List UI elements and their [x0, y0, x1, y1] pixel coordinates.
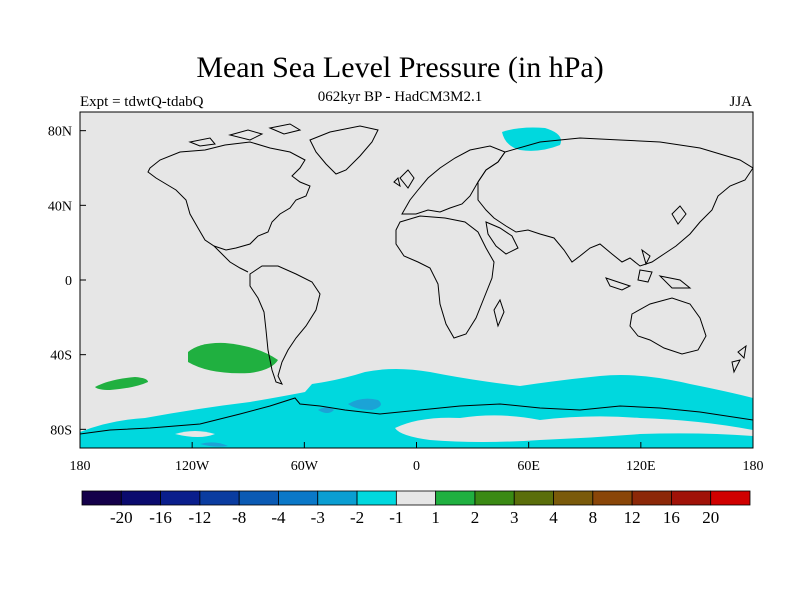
- blue-patch-3: [200, 442, 228, 447]
- colorbar-label: -8: [232, 508, 246, 527]
- colorbar-swatch: [631, 490, 672, 506]
- x-tick-label: 60W: [291, 459, 319, 474]
- colorbar-swatch: [81, 490, 122, 506]
- coast-south-america: [249, 265, 321, 385]
- colorbar-swatch: [199, 490, 240, 506]
- colorbar-label: -20: [110, 508, 133, 527]
- colorbar-label: -4: [271, 508, 286, 527]
- colorbar-swatch: [435, 490, 476, 506]
- coast-asia: [477, 137, 753, 267]
- colorbar-swatch: [278, 490, 319, 506]
- season-label: JJA: [729, 94, 752, 110]
- colorbar-swatch: [356, 490, 397, 506]
- coast-africa: [395, 215, 495, 339]
- coast-madagascar: [493, 298, 505, 328]
- x-tick-label: 180: [743, 459, 764, 474]
- blue-patch-2: [318, 407, 334, 413]
- x-tick-label: 0: [413, 459, 420, 474]
- colorbar-swatch: [671, 490, 712, 506]
- x-tick-label: 120E: [626, 459, 656, 474]
- colorbar-label: 1: [431, 508, 440, 527]
- colorbar-label: -16: [149, 508, 172, 527]
- colorbar-swatch: [238, 490, 279, 506]
- colorbar-label: 8: [589, 508, 598, 527]
- y-tick-label: 80N: [48, 125, 72, 140]
- coast-greenland: [309, 125, 379, 175]
- figure-subtitle: 062kyr BP - HadCM3M2.1: [317, 89, 483, 105]
- figure-title: Mean Sea Level Pressure (in hPa): [196, 51, 604, 84]
- y-axis: 80N 40N 0 40S 80S: [48, 125, 86, 438]
- coastlines: [80, 123, 753, 435]
- colorbar-swatch: [160, 490, 201, 506]
- y-tick-label: 0: [65, 274, 72, 289]
- x-axis: 180 120W 60W 0 60E 120E 180: [70, 442, 764, 474]
- colorbar-swatch: [395, 490, 437, 506]
- x-tick-label: 120W: [175, 459, 210, 474]
- y-tick-label: 40N: [48, 199, 72, 214]
- colorbar-swatch: [553, 490, 594, 506]
- colorbar-swatch: [474, 490, 515, 506]
- x-tick-label: 180: [70, 459, 91, 474]
- y-tick-label: 40S: [50, 349, 72, 364]
- colorbar-label: 2: [471, 508, 480, 527]
- blue-patch-1: [348, 398, 381, 410]
- colorbar-label: -2: [350, 508, 364, 527]
- colorbar-swatch: [710, 490, 751, 506]
- coast-antarctica: [80, 397, 753, 435]
- colorbar-label: -1: [389, 508, 403, 527]
- colorbar-swatch: [120, 490, 161, 506]
- colorbar: -20 -16 -12 -8 -4 -3 -2 -1 1 2 3 4 8 12 16 20: [81, 490, 751, 527]
- coast-australia: [629, 297, 707, 355]
- colorbar-label: 12: [624, 508, 641, 527]
- colorbar-label: -3: [311, 508, 325, 527]
- coast-arabia: [485, 221, 519, 255]
- colorbar-label: 20: [702, 508, 719, 527]
- colorbar-label: -12: [189, 508, 212, 527]
- coast-arctic-islands: [188, 123, 302, 147]
- colorbar-label: 4: [549, 508, 558, 527]
- coast-british-isles: [393, 169, 415, 189]
- colorbar-swatch: [317, 490, 358, 506]
- colorbar-swatch: [513, 490, 554, 506]
- gray-gap-antarctic: [395, 415, 753, 442]
- coast-north-america: [147, 141, 311, 251]
- coast-indonesia: [605, 248, 692, 291]
- green-patch-south-pacific-west: [95, 377, 148, 390]
- colorbar-swatch: [592, 490, 633, 506]
- gray-gap-ross: [175, 431, 215, 437]
- coast-central-america: [213, 245, 249, 273]
- coast-new-zealand: [731, 344, 747, 374]
- anomaly-field: [80, 127, 753, 448]
- colorbar-label: 16: [663, 508, 680, 527]
- cyan-region-barents: [502, 127, 561, 151]
- coast-japan: [671, 205, 687, 225]
- green-patch-south-pacific-east: [188, 342, 278, 374]
- y-tick-label: 80S: [50, 423, 72, 438]
- colorbar-label: 3: [510, 508, 519, 527]
- experiment-label: Expt = tdwtQ-tdabQ: [80, 94, 204, 110]
- x-tick-label: 60E: [517, 459, 540, 474]
